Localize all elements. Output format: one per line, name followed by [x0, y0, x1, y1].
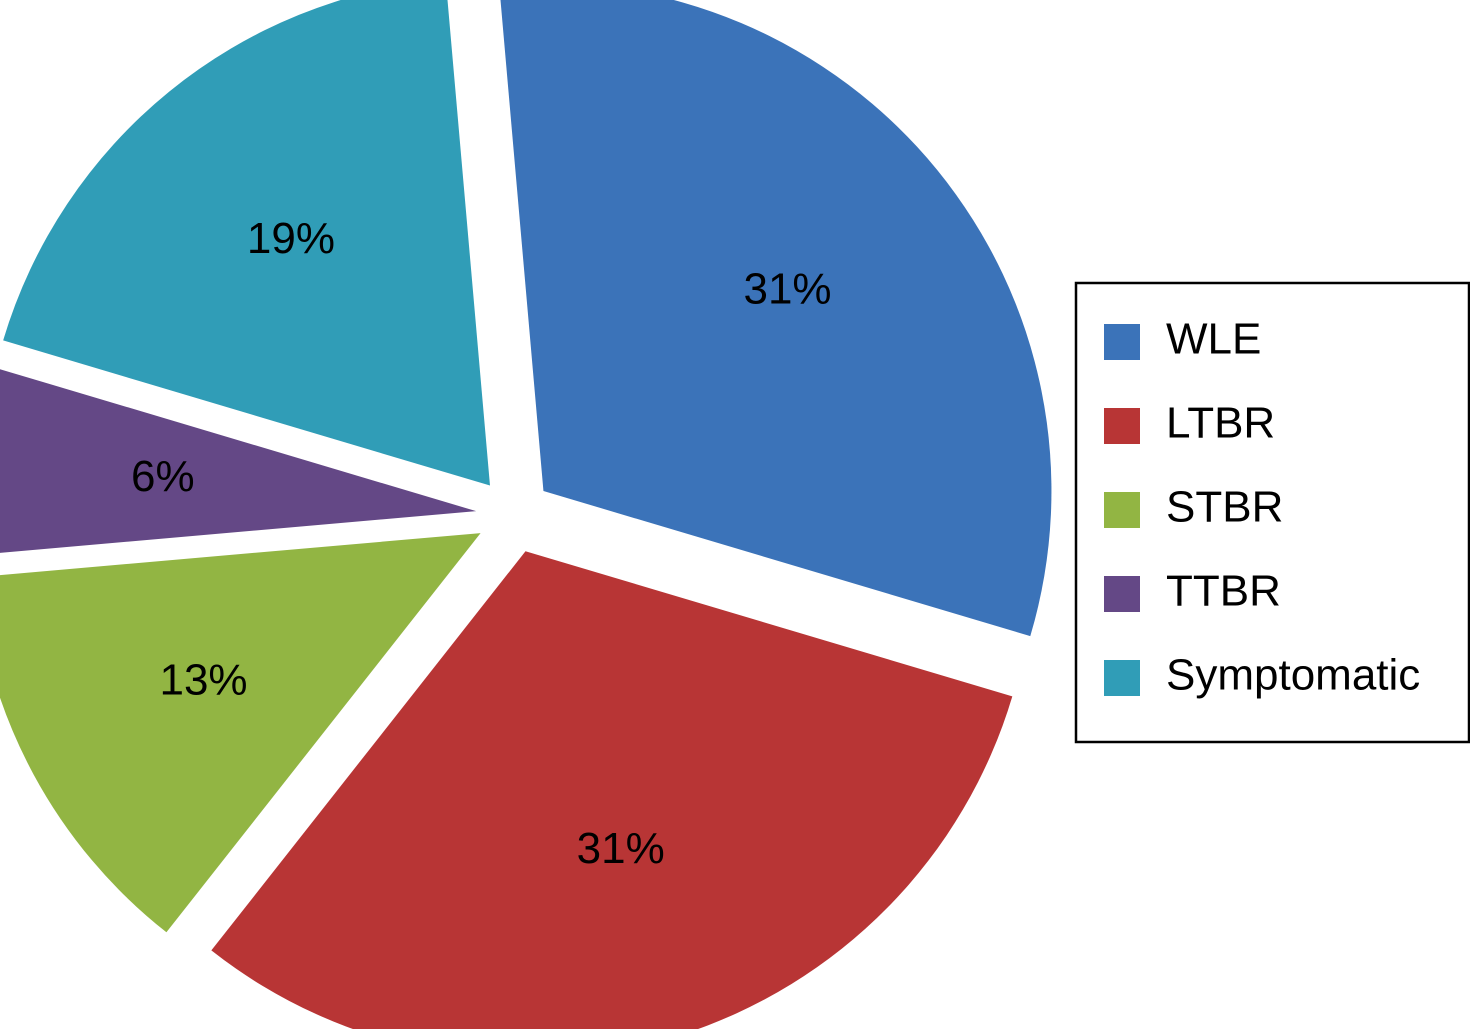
- legend-label-wle: WLE: [1166, 315, 1261, 364]
- slice-label-ltbr: 31%: [577, 824, 665, 873]
- slice-label-stbr: 13%: [159, 656, 247, 705]
- pie-slice-wle: [500, 0, 1052, 637]
- legend-box: [1074, 281, 1470, 744]
- legend-swatch-wle: [1104, 324, 1140, 360]
- slice-label-ttbr: 6%: [131, 452, 195, 501]
- legend-label-ttbr: TTBR: [1166, 567, 1281, 616]
- legend-swatch-symptomatic: [1104, 660, 1140, 696]
- legend: WLE LTBR STBR TTBR Symptomatic: [1074, 281, 1470, 744]
- legend-label-ltbr: LTBR: [1166, 399, 1275, 448]
- pie-slice-ltbr: [211, 551, 1013, 1029]
- pie-slice-labels: 31% 31% 13% 6% 19%: [131, 214, 832, 873]
- legend-swatch-stbr: [1104, 492, 1140, 528]
- pie-slice-symptomatic: [3, 0, 490, 486]
- legend-label-stbr: STBR: [1166, 483, 1283, 532]
- pie-slice-ttbr: [0, 369, 477, 553]
- legend-swatch-ttbr: [1104, 576, 1140, 612]
- slice-label-wle: 31%: [743, 265, 831, 314]
- legend-swatch-ltbr: [1104, 408, 1140, 444]
- legend-label-symptomatic: Symptomatic: [1166, 651, 1420, 700]
- pie-slice-stbr: [0, 533, 481, 933]
- slice-label-symptomatic: 19%: [247, 214, 335, 263]
- pie-slices: [0, 0, 1052, 1029]
